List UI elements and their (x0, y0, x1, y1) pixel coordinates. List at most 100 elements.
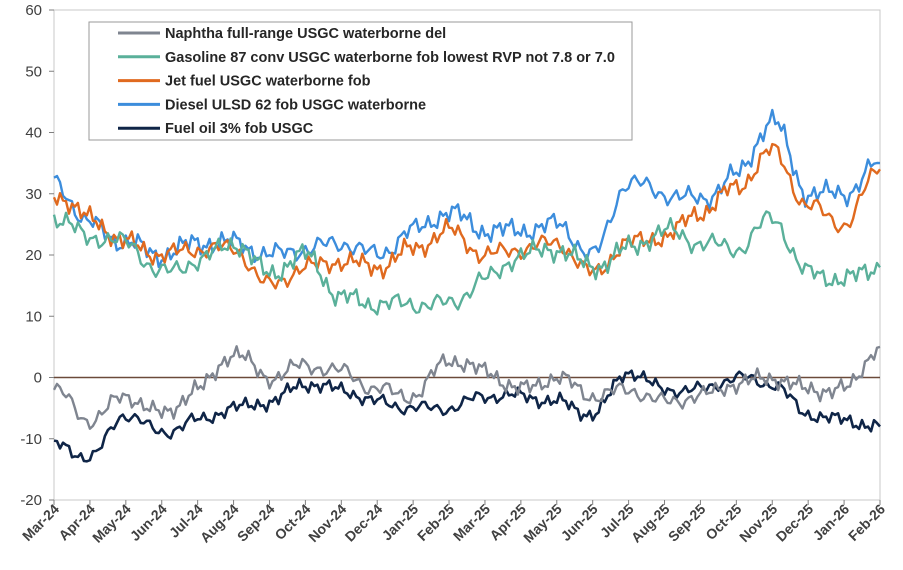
data-point (412, 303, 414, 305)
data-point (376, 303, 378, 305)
x-tick-label: Sep-25 (665, 501, 709, 545)
data-point (556, 223, 558, 225)
data-point (556, 376, 558, 378)
legend-label: Diesel ULSD 62 fob USGC waterborne (165, 97, 426, 113)
data-point (627, 370, 629, 372)
data-point (627, 180, 629, 182)
data-point (843, 389, 845, 391)
data-point (699, 242, 701, 244)
data-point (53, 180, 55, 182)
data-point (53, 217, 55, 219)
data-point (304, 382, 306, 384)
data-point (663, 229, 665, 231)
x-tick-label: Sep-24 (234, 501, 278, 545)
data-point (304, 266, 306, 268)
legend-box (88, 21, 633, 141)
data-point (89, 419, 91, 421)
data-point (484, 254, 486, 256)
y-tick-label: -20 (20, 492, 42, 509)
data-point (843, 223, 845, 225)
data-point (591, 254, 593, 256)
data-point (196, 260, 198, 262)
y-tick-label: -10 (20, 431, 42, 448)
y-tick-label: 60 (25, 2, 42, 19)
y-tick-label: 20 (25, 247, 42, 264)
data-point (340, 370, 342, 372)
data-point (161, 413, 163, 415)
data-point (448, 407, 450, 409)
x-tick-label: May-24 (89, 501, 134, 546)
x-tick-label: Jun-24 (127, 501, 170, 544)
series-line-3 (53, 108, 881, 269)
data-point (807, 389, 809, 391)
data-point (89, 456, 91, 458)
data-point (89, 217, 91, 219)
data-point (376, 389, 378, 391)
data-point (556, 248, 558, 250)
data-point (771, 150, 773, 152)
data-point (89, 235, 91, 237)
data-point (53, 389, 55, 391)
data-point (412, 395, 414, 397)
data-point (879, 346, 881, 348)
x-tick-label: Dec-25 (773, 501, 817, 545)
series-line-1 (52, 210, 881, 316)
x-tick-label: Aug-24 (197, 501, 242, 546)
data-point (735, 376, 737, 378)
data-point (304, 254, 306, 256)
data-point (376, 254, 378, 256)
x-tick-label: Mar-25 (450, 501, 493, 544)
data-point (843, 193, 845, 195)
data-point (232, 407, 234, 409)
data-point (520, 229, 522, 231)
series-line-2 (52, 142, 881, 290)
data-point (520, 389, 522, 391)
x-tick-label: Feb-26 (845, 501, 888, 544)
data-point (807, 193, 809, 195)
data-point (556, 401, 558, 403)
data-point (161, 254, 163, 256)
data-point (807, 205, 809, 207)
data-point (376, 401, 378, 403)
x-tick-label: Jan-26 (810, 501, 853, 544)
series-line-4 (53, 369, 881, 463)
data-point (879, 266, 881, 268)
data-point (663, 193, 665, 195)
data-point (268, 272, 270, 274)
data-point (591, 395, 593, 397)
data-point (699, 211, 701, 213)
data-point (268, 284, 270, 286)
y-tick-label: 40 (25, 125, 42, 142)
data-point (53, 444, 55, 446)
x-tick-label: Feb-25 (414, 501, 457, 544)
data-point (448, 211, 450, 213)
data-point (771, 119, 773, 121)
data-point (699, 395, 701, 397)
data-point (448, 303, 450, 305)
data-point (268, 401, 270, 403)
x-tick-label: Nov-25 (736, 501, 780, 545)
data-point (699, 199, 701, 201)
data-point (448, 358, 450, 360)
data-point (412, 248, 414, 250)
data-point (627, 248, 629, 250)
x-tick-label: May-25 (520, 501, 565, 546)
data-point (340, 389, 342, 391)
data-point (125, 413, 127, 415)
data-point (268, 376, 270, 378)
y-tick-label: 50 (25, 63, 42, 80)
data-point (89, 223, 91, 225)
data-point (484, 229, 486, 231)
x-tick-label: Aug-25 (628, 501, 673, 546)
data-point (735, 174, 737, 176)
y-tick-label: 0 (34, 370, 42, 387)
data-point (196, 389, 198, 391)
legend-label: Jet fuel USGC waterborne fob (165, 74, 371, 90)
data-point (340, 297, 342, 299)
data-point (663, 235, 665, 237)
data-point (771, 376, 773, 378)
data-point (484, 395, 486, 397)
data-point (340, 260, 342, 262)
data-point (53, 193, 55, 195)
